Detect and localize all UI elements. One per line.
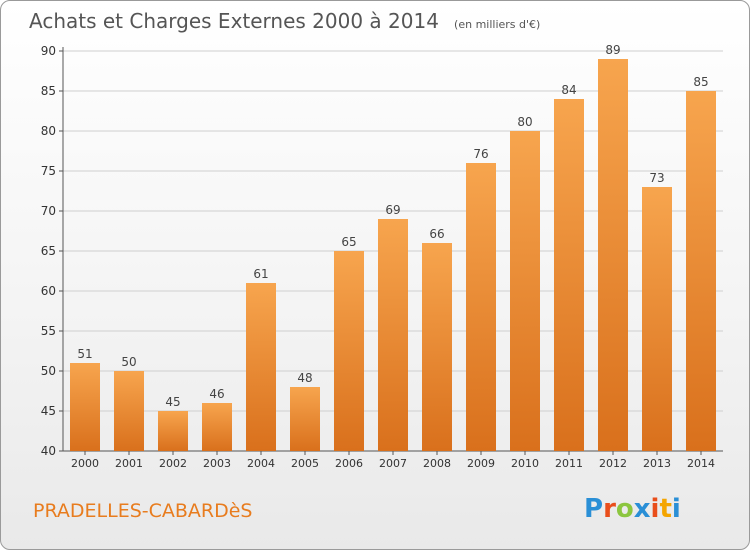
- proxiti-logo: Proxiti: [584, 494, 681, 524]
- value-label-2012: 89: [605, 43, 620, 57]
- value-label-2003: 46: [209, 387, 224, 401]
- y-tick-label: 75: [41, 164, 56, 178]
- logo-letter: o: [616, 494, 634, 524]
- x-tick-label: 2011: [555, 457, 583, 470]
- bar-2002: [158, 411, 188, 451]
- logo-letter: x: [634, 494, 651, 524]
- x-tick-label: 2004: [247, 457, 275, 470]
- y-axis-ticks: 40 45 50 55 60 65 70 75 80 85 90: [41, 44, 63, 458]
- logo-letter: P: [584, 494, 603, 524]
- x-tick-label: 2001: [115, 457, 143, 470]
- bar-2003: [202, 403, 232, 451]
- x-axis-ticks: 2000 2001 2002 2003 2004 2005 2006 2007 2008 2009…: [71, 451, 715, 470]
- logo-letter: i: [651, 494, 660, 524]
- value-label-2002: 45: [165, 395, 180, 409]
- x-tick-label: 2000: [71, 457, 99, 470]
- y-tick-label: 50: [41, 364, 56, 378]
- value-label-2014: 85: [693, 75, 708, 89]
- logo-letter: t: [659, 494, 671, 524]
- x-tick-label: 2010: [511, 457, 539, 470]
- x-tick-label: 2013: [643, 457, 671, 470]
- bar-2010: [510, 131, 540, 451]
- value-label-2009: 76: [473, 147, 488, 161]
- x-tick-label: 2005: [291, 457, 319, 470]
- x-tick-label: 2014: [687, 457, 715, 470]
- y-tick-label: 80: [41, 124, 56, 138]
- value-label-2006: 65: [341, 235, 356, 249]
- logo-letter: r: [603, 494, 616, 524]
- y-tick-label: 45: [41, 404, 56, 418]
- value-label-2001: 50: [121, 355, 136, 369]
- value-label-2000: 51: [77, 347, 92, 361]
- x-tick-label: 2008: [423, 457, 451, 470]
- x-tick-label: 2002: [159, 457, 187, 470]
- x-tick-label: 2012: [599, 457, 627, 470]
- value-label-2005: 48: [297, 371, 312, 385]
- value-label-2013: 73: [649, 171, 664, 185]
- value-label-2011: 84: [561, 83, 576, 97]
- x-tick-label: 2007: [379, 457, 407, 470]
- chart-title: Achats et Charges Externes 2000 à 2014 (…: [29, 9, 540, 33]
- bar-2007: [378, 219, 408, 451]
- bar-2006: [334, 251, 364, 451]
- x-tick-label: 2009: [467, 457, 495, 470]
- y-tick-label: 55: [41, 324, 56, 338]
- bar-2000: [70, 363, 100, 451]
- value-labels: 51 50 45 46 61 48 65 69 66 76 80 84 89 73 85: [77, 43, 708, 409]
- y-tick-label: 65: [41, 244, 56, 258]
- value-label-2008: 66: [429, 227, 444, 241]
- bar-2005: [290, 387, 320, 451]
- bar-2008: [422, 243, 452, 451]
- value-label-2007: 69: [385, 203, 400, 217]
- logo-letter: i: [672, 494, 681, 524]
- x-tick-label: 2003: [203, 457, 231, 470]
- y-tick-label: 40: [41, 444, 56, 458]
- bar-2001: [114, 371, 144, 451]
- bar-2004: [246, 283, 276, 451]
- value-label-2004: 61: [253, 267, 268, 281]
- bar-2011: [554, 99, 584, 451]
- bar-2012: [598, 59, 628, 451]
- y-tick-label: 70: [41, 204, 56, 218]
- y-tick-label: 60: [41, 284, 56, 298]
- y-tick-label: 85: [41, 84, 56, 98]
- commune-name: PRADELLES-CABARDèS: [33, 500, 253, 522]
- y-tick-label: 90: [41, 44, 56, 58]
- bar-2013: [642, 187, 672, 451]
- x-tick-label: 2006: [335, 457, 363, 470]
- bar-2009: [466, 163, 496, 451]
- bar-2014: [686, 91, 716, 451]
- value-label-2010: 80: [517, 115, 532, 129]
- bars: [70, 59, 716, 451]
